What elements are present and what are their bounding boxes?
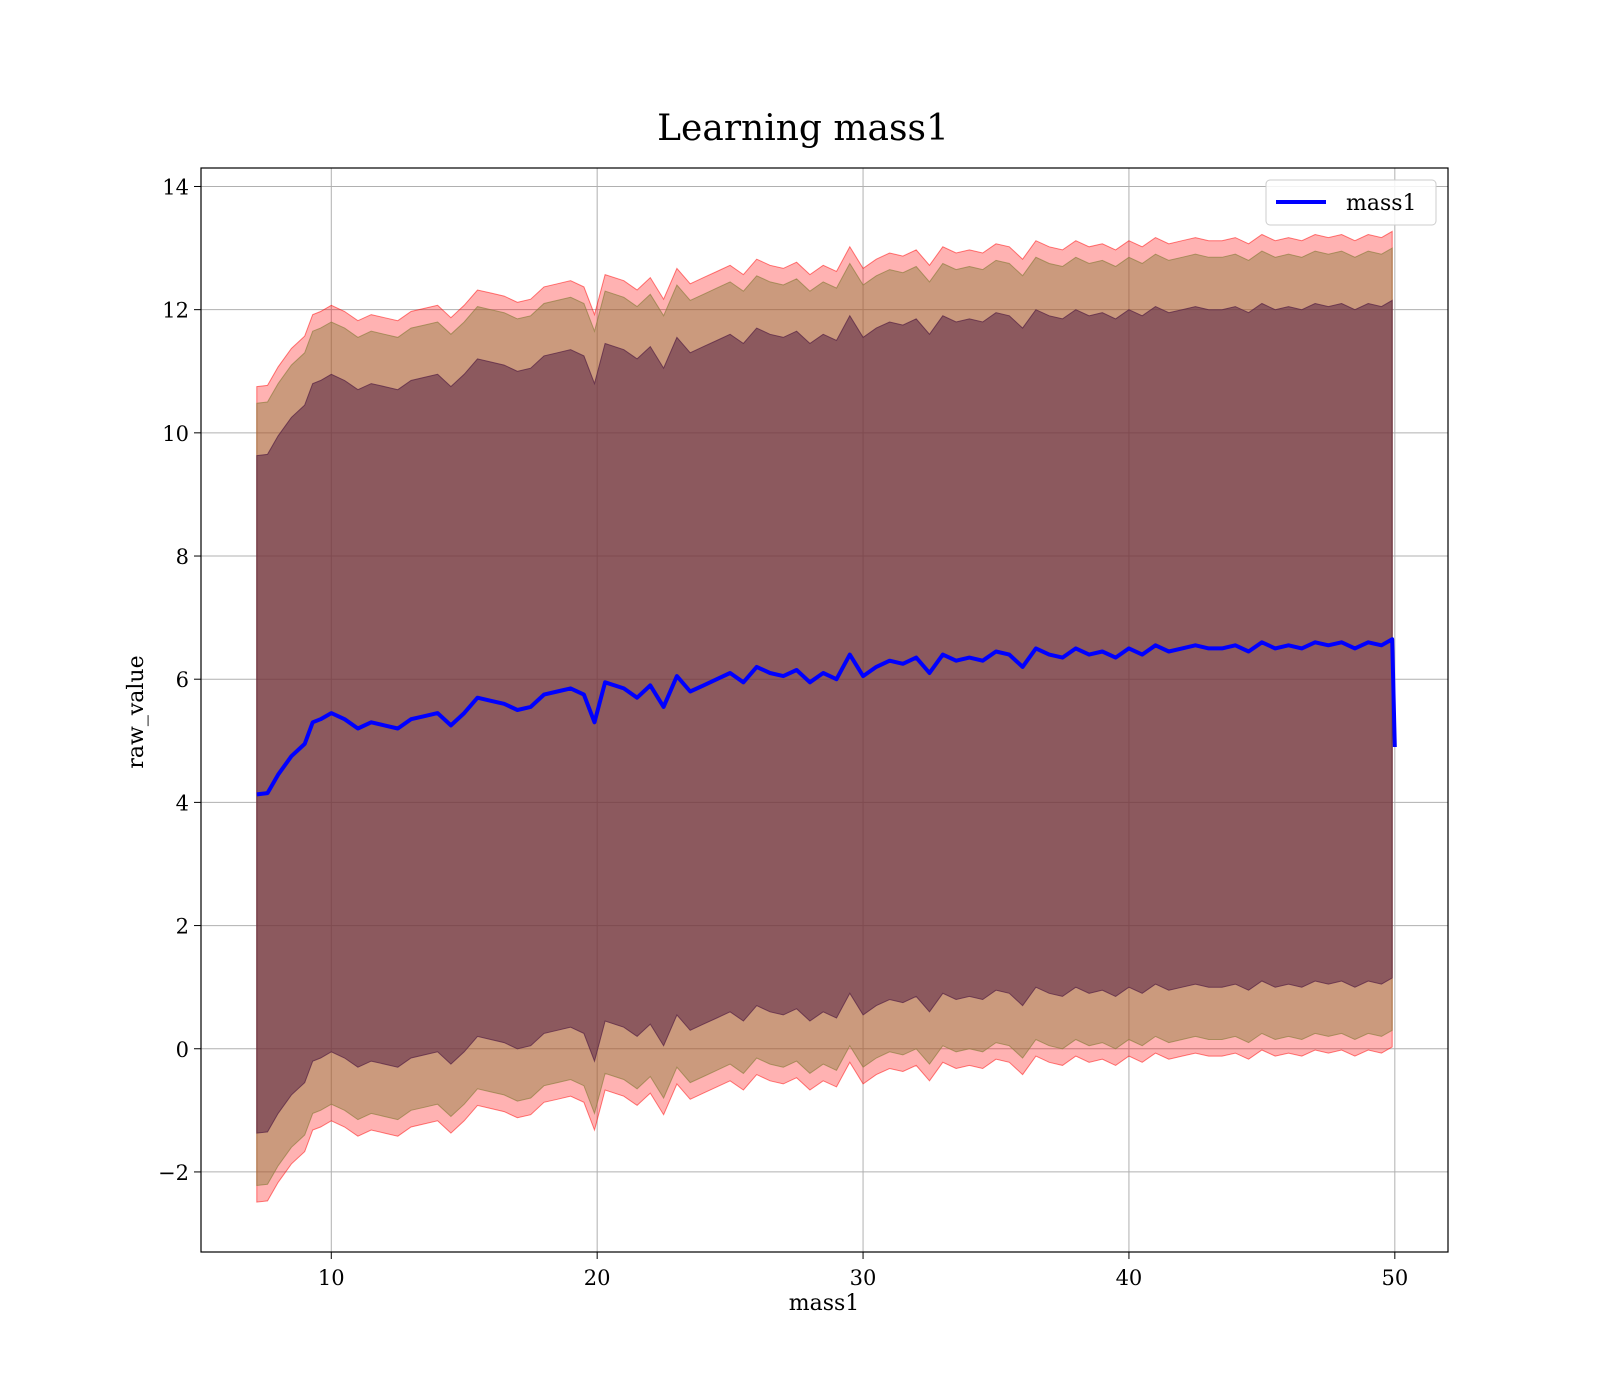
- legend-box: [1265, 179, 1437, 226]
- y-tick-label: −2: [158, 1161, 189, 1185]
- x-axis-label: mass1: [789, 1291, 860, 1316]
- y-tick-label: 4: [176, 791, 189, 815]
- x-tick-label: 10: [318, 1266, 345, 1290]
- legend-label-mass1: mass1: [1346, 191, 1417, 216]
- y-tick-label: 6: [176, 668, 189, 692]
- x-tick-label: 20: [584, 1266, 611, 1290]
- y-tick-label: 12: [162, 299, 189, 323]
- ticks-layer: 10 20 30 40 50 −2 0 2 4 6 8 10 12 14: [158, 175, 1408, 1290]
- series-line-mass1: [256, 637, 1397, 797]
- band-2: [256, 299, 1393, 1134]
- y-tick-label: 10: [162, 422, 189, 446]
- x-tick-label: 30: [850, 1266, 877, 1290]
- x-tick-label: 40: [1116, 1266, 1143, 1290]
- y-axis-label: raw_value: [124, 655, 149, 768]
- y-tick-label: 8: [176, 545, 189, 569]
- plot-frame: [200, 167, 1449, 1253]
- x-tick-label: 50: [1381, 1266, 1408, 1290]
- legend: mass1: [1265, 179, 1437, 226]
- y-tick-label: 2: [176, 915, 189, 939]
- y-tick-label: 14: [162, 175, 189, 199]
- chart-title: Learning mass1: [657, 108, 949, 149]
- y-tick-label: 0: [176, 1038, 189, 1062]
- confidence-bands: [256, 230, 1393, 1203]
- series-layer: [256, 637, 1397, 797]
